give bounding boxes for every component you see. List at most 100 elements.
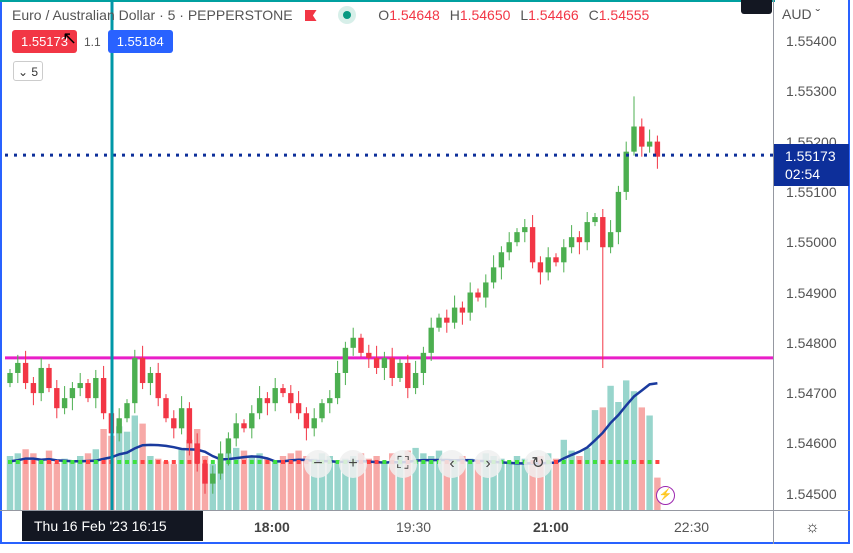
candle-body <box>506 242 512 253</box>
scroll-right-button[interactable]: › <box>474 450 502 478</box>
volume-bar <box>467 458 474 510</box>
signal-dot <box>468 460 473 464</box>
scroll-left-button[interactable]: ‹ <box>438 450 466 478</box>
candle-body <box>264 398 271 404</box>
signal-dot <box>125 460 129 464</box>
volume-bar <box>451 461 458 510</box>
signal-dot <box>31 460 36 464</box>
volume-bar <box>295 450 302 510</box>
volume-bar <box>178 449 185 510</box>
volume-bar <box>474 461 482 510</box>
candle-body <box>38 367 44 394</box>
volume-bar <box>568 450 575 510</box>
volume-bar <box>84 453 92 510</box>
signal-dot <box>70 460 75 464</box>
signal-dot <box>616 460 621 464</box>
candle-body <box>327 398 333 404</box>
candle-body <box>249 413 255 429</box>
lightning-icon[interactable]: ⚡ <box>656 486 675 505</box>
volume-bar <box>381 461 388 510</box>
candle-body <box>147 372 154 384</box>
volume-bar <box>147 456 154 510</box>
volume-bar <box>537 456 544 510</box>
volume-bar <box>459 456 466 510</box>
candle-body <box>155 372 161 399</box>
candle-body <box>194 443 200 464</box>
indicators-toggle[interactable]: ⌄ 5 <box>13 61 43 81</box>
symbol-title[interactable]: Euro / Australian Dollar · 5 · PEPPERSTO… <box>12 7 293 23</box>
candle-body <box>451 307 458 323</box>
candle-body <box>61 398 68 409</box>
zoom-out-button[interactable]: − <box>304 450 332 478</box>
volume-bar <box>116 426 123 510</box>
candle-body <box>529 227 536 263</box>
volume-bar <box>498 458 505 510</box>
candle-body <box>514 232 520 243</box>
candle-body <box>654 141 661 157</box>
reset-view-button[interactable]: ⛶ <box>389 450 417 478</box>
signal-dot <box>187 460 192 464</box>
settings-icon[interactable]: ☼ <box>773 511 851 544</box>
chart-canvas[interactable] <box>0 0 773 510</box>
time-axis[interactable]: Thu 16 Feb '23 16:15 18:00 19:30 21:00 2… <box>0 510 850 545</box>
candle-body <box>436 317 442 328</box>
zoom-in-button[interactable]: + <box>339 450 367 478</box>
volume-bar <box>279 456 287 510</box>
volume-bar <box>318 453 326 510</box>
candle-body <box>132 357 138 404</box>
volume-bar <box>256 453 263 510</box>
volume-bar <box>240 450 248 510</box>
price-tick: 1.55100 <box>786 183 837 200</box>
volume-bar <box>560 439 567 510</box>
signal-dot <box>132 460 137 464</box>
volume-bar <box>607 385 614 510</box>
candle-body <box>303 413 310 429</box>
candle-body <box>311 418 317 429</box>
volume-bar <box>170 464 177 510</box>
candle-body <box>77 383 83 389</box>
signal-dot <box>148 460 153 464</box>
signal-dot <box>39 460 44 464</box>
volume-bar <box>443 458 450 510</box>
candle-body <box>389 357 395 379</box>
signal-dot <box>242 460 246 464</box>
volume-ma-line <box>9 382 658 465</box>
signal-dot <box>62 460 67 464</box>
signal-dot <box>632 460 636 464</box>
candle-body <box>85 383 91 399</box>
price-tick: 1.55000 <box>786 234 837 251</box>
alert-button[interactable] <box>741 0 772 14</box>
volume-bar <box>638 407 645 510</box>
volume-bar <box>100 429 107 510</box>
volume-bar <box>123 431 131 510</box>
candle-body <box>568 237 575 248</box>
candle-body <box>467 292 473 313</box>
signal-dot <box>554 460 558 464</box>
buy-button[interactable]: 1.55184 <box>107 30 173 53</box>
ohlc-low: L1.54466 <box>520 7 579 23</box>
volume-bar <box>162 461 170 510</box>
refresh-button[interactable]: ↻ <box>524 450 552 478</box>
price-tick: 1.54700 <box>786 385 837 402</box>
signal-dot <box>249 460 254 464</box>
volume-bar <box>30 453 37 510</box>
candle-body <box>498 252 505 268</box>
candle-body <box>366 352 372 358</box>
price-axis[interactable]: AUD ˇ 1.55400 1.55300 1.55200 1.55100 1.5500… <box>773 0 852 510</box>
signal-dot <box>117 460 122 464</box>
volume-bar <box>428 456 435 510</box>
candle-body <box>561 247 567 263</box>
candle-body <box>124 403 130 419</box>
candle-body <box>186 408 193 444</box>
sell-button[interactable]: 1.55173 <box>12 30 77 53</box>
signal-dot <box>421 460 426 464</box>
candle-body <box>553 257 559 263</box>
signal-dot <box>78 460 83 464</box>
currency-selector[interactable]: AUD ˇ <box>782 6 821 22</box>
candle-body <box>373 357 380 368</box>
volume-bar <box>334 461 341 510</box>
signal-dot <box>515 460 519 464</box>
flag-icon[interactable] <box>304 10 317 21</box>
volume-bar <box>6 456 14 510</box>
